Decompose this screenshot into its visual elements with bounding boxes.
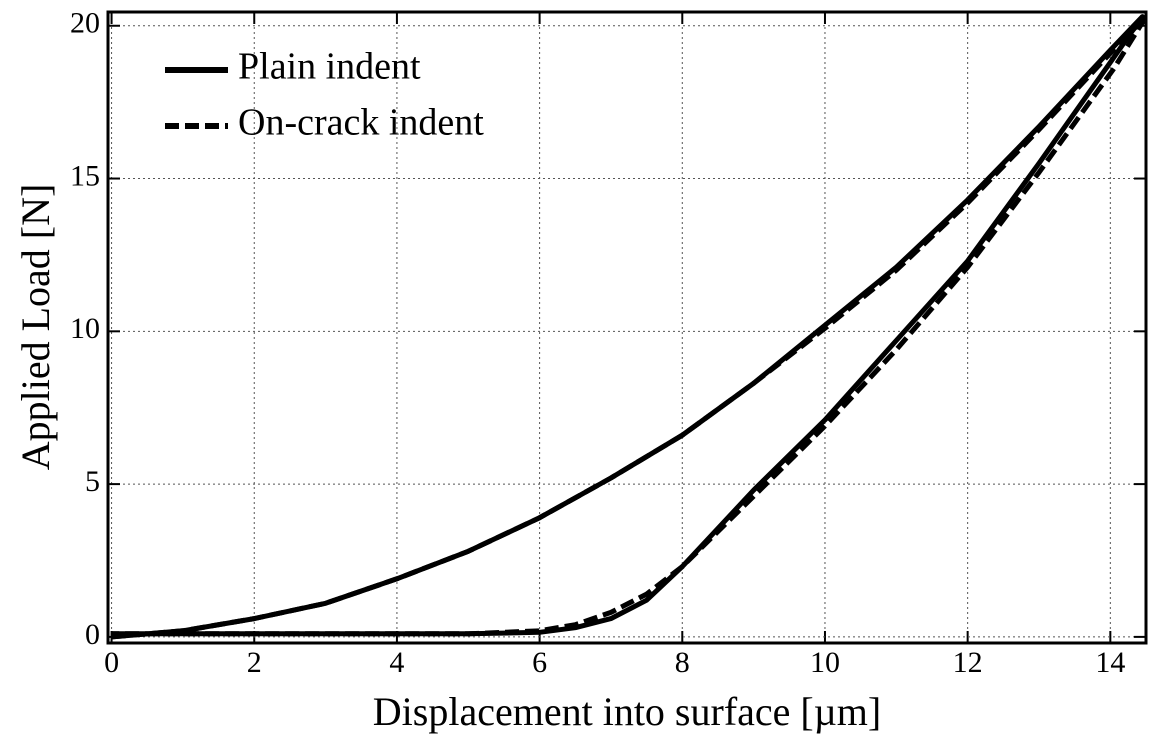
series-line <box>111 14 1149 640</box>
y-tick-label: 0 <box>85 618 100 651</box>
x-axis-label: Displacement into surface [µm] <box>373 689 881 734</box>
y-axis-label: Applied Load [N] <box>13 184 58 471</box>
x-tick-label: 0 <box>104 646 119 679</box>
y-tick-label: 20 <box>70 7 100 40</box>
x-tick-label: 6 <box>532 646 547 679</box>
x-tick-label: 10 <box>810 646 840 679</box>
legend-label: On-crack indent <box>238 102 484 144</box>
x-tick-label: 4 <box>389 646 404 679</box>
x-tick-label: 2 <box>247 646 262 679</box>
y-tick-label: 10 <box>70 312 100 345</box>
x-tick-label: 8 <box>675 646 690 679</box>
y-tick-label: 15 <box>70 159 100 192</box>
plot-frame <box>106 10 1148 645</box>
y-tick-label: 5 <box>85 465 100 498</box>
x-tick-label: 12 <box>953 646 983 679</box>
x-tick-label: 14 <box>1095 646 1125 679</box>
legend-label: Plain indent <box>238 46 421 88</box>
